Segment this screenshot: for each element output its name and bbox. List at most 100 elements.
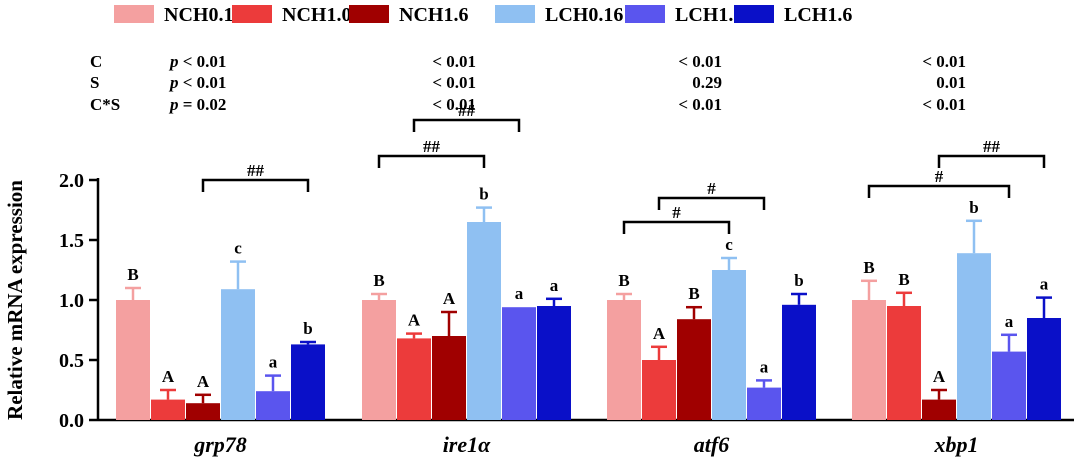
bar-letter-label: A [197,372,210,391]
bar-letter-label: b [969,198,978,217]
bar-letter-label: B [373,271,384,290]
stats-value: 0.01 [936,73,966,92]
bar-letter-label: B [898,270,909,289]
bar [1027,318,1061,420]
significance-bracket [867,184,1011,198]
bar [151,399,185,420]
legend-swatch [349,5,389,23]
stats-value: < 0.01 [432,73,476,92]
stats-value: < 0.01 [432,95,476,114]
bar [291,344,325,420]
bar [502,307,536,420]
stats-value: p = 0.02 [168,95,226,114]
legend-label: LCH1.0 [675,4,743,26]
legend: NCH0.16 NCH1.0 NCH1.6 LCH0.16 LCH1.0 LCH1.6 [114,4,852,26]
significance-label: # [935,167,944,186]
bar-letter-label: c [725,235,733,254]
legend-label: LCH1.6 [784,4,852,26]
significance-label: ## [458,101,476,120]
legend-swatch [734,5,774,23]
bar-letter-label: a [269,353,278,372]
stats-value: p < 0.01 [168,52,226,71]
bar-letter-label: A [408,311,421,330]
bar [467,222,501,420]
bar-letter-label: b [479,185,488,204]
significance-bracket [937,154,1046,168]
significance-bracket [377,154,486,168]
x-category-label: xbp1 [934,432,979,457]
bar [186,403,220,420]
bar [747,387,781,420]
bar-letter-label: a [550,276,559,295]
bar [221,289,255,420]
significance-label: ## [983,137,1001,156]
stats-row-label: C [90,52,102,71]
bar-letter-label: B [127,265,138,284]
stats-value: p < 0.01 [168,73,226,92]
y-tick-label: 2.0 [59,170,84,192]
significance-bracket [657,196,766,210]
bar [607,300,641,420]
bar-letter-label: a [515,284,524,303]
stats-value: < 0.01 [922,52,966,71]
bar [397,338,431,420]
stats-value: 0.29 [692,73,722,92]
legend-label: NCH0.16 [164,4,243,26]
bar [537,306,571,420]
bar [677,319,711,420]
bar [256,391,290,420]
significance-label: # [707,179,716,198]
legend-label: NCH1.0 [282,4,351,26]
bar [887,306,921,420]
legend-label: NCH1.6 [399,4,468,26]
stats-value: < 0.01 [678,52,722,71]
stats-value: < 0.01 [432,52,476,71]
plot-area: 0.0 0.5 1.0 1.5 2.0 Relative mRNA expression B… [3,101,1074,457]
bar-letter-label: A [443,289,456,308]
x-category-label: atf6 [694,432,729,457]
significance-bracket [201,178,310,192]
bar-letter-label: c [234,239,242,258]
x-category-label: ire1α [443,432,491,457]
significance-bracket [412,118,521,132]
bar [712,270,746,420]
stats-value: < 0.01 [678,95,722,114]
bar-letter-label: B [618,271,629,290]
bar [992,351,1026,420]
significance-label: ## [247,161,265,180]
bar-letter-label: A [933,367,946,386]
y-tick-label: 0.5 [59,350,84,372]
legend-swatch [625,5,665,23]
bar-letter-label: B [863,258,874,277]
x-category-label: grp78 [193,432,247,457]
bar [782,304,816,420]
stats-row-label: C*S [90,95,120,114]
y-tick-label: 1.5 [59,230,84,252]
stats-value: < 0.01 [922,95,966,114]
bar-letter-label: a [1005,312,1014,331]
significance-label: # [672,203,681,222]
bar [642,360,676,420]
bar [922,399,956,420]
y-tick-label: 0.0 [59,410,84,432]
significance-bracket [622,220,731,234]
bar-letter-label: b [794,271,803,290]
bar-letter-label: A [162,367,175,386]
significance-label: ## [423,137,441,156]
bar-letter-label: A [653,324,666,343]
legend-swatch [232,5,272,23]
legend-label: LCH0.16 [545,4,623,26]
y-axis-title: Relative mRNA expression [3,180,27,420]
bar [362,300,396,420]
bar [852,300,886,420]
bar [116,300,150,420]
bar-letter-label: a [1040,275,1049,294]
legend-swatch [114,5,154,23]
bar-letter-label: B [688,284,699,303]
stats-row-label: S [90,73,99,92]
bar [957,253,991,420]
legend-swatch [495,5,535,23]
bar [432,336,466,420]
